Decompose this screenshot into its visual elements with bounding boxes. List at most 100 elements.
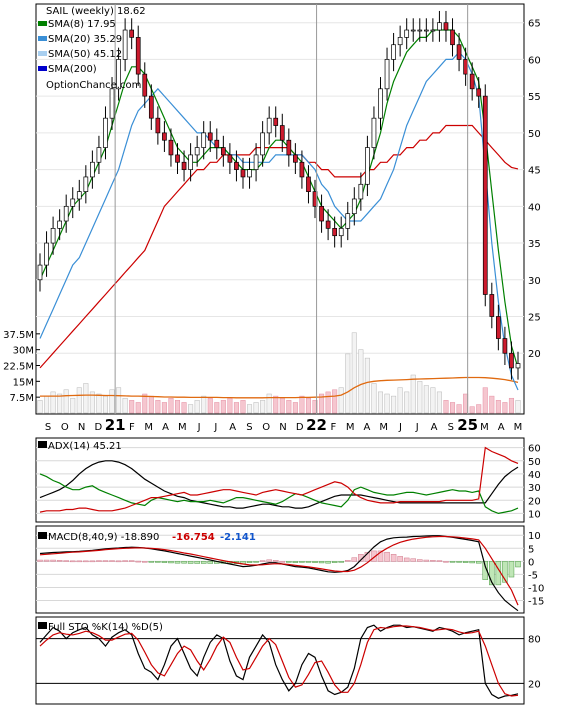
candle-body: [509, 352, 514, 369]
candle-body: [63, 205, 69, 222]
candle-body: [234, 161, 239, 170]
candle-body: [162, 132, 167, 141]
volume-bar: [57, 393, 63, 414]
volume-bar: [214, 402, 220, 414]
volume-bar: [338, 387, 344, 414]
candle-body: [122, 29, 128, 60]
volume-bar: [515, 400, 521, 414]
panel-tick-label: 20: [528, 496, 541, 507]
macd-series-lines: [39, 535, 519, 612]
volume-bar: [161, 402, 167, 414]
macd-histogram-bar: [489, 561, 495, 586]
candle-body: [148, 95, 154, 119]
candle-body: [332, 228, 338, 237]
panel-tick-label: -5: [528, 570, 538, 581]
candle-body: [168, 139, 174, 156]
candle-body: [338, 228, 344, 237]
macd-histogram-bar: [377, 550, 384, 562]
x-axis-label: F: [330, 422, 336, 433]
candle-body: [155, 117, 161, 134]
candle-body: [306, 176, 311, 192]
volume-tick-label: 37.5M: [3, 330, 34, 341]
macd-histogram-value: -2.141: [220, 532, 256, 543]
macd-histogram: [37, 550, 521, 586]
candle-body: [423, 29, 429, 32]
adx-gridlines: [36, 447, 524, 514]
candle-body: [437, 22, 442, 31]
volume-bar: [240, 400, 246, 414]
volume-bar: [358, 349, 364, 414]
macd-histogram-bar: [142, 561, 148, 563]
price-tick-label: 60: [528, 55, 541, 66]
macd-histogram-bar: [502, 561, 508, 583]
x-axis-label: 25: [457, 416, 478, 434]
macd-histogram-bar: [305, 561, 312, 563]
macd-histogram-bar: [312, 561, 318, 563]
macd-panel: 10 5 0 -5 -10 -15 MACD(8,40,9) -18.890 -16.75…: [35, 525, 544, 614]
macd-histogram-bar: [50, 559, 56, 562]
volume-bar: [273, 395, 279, 414]
legend-swatch-sma200: [38, 66, 47, 71]
adx-series-lines: [39, 446, 519, 515]
x-axis-label: D: [95, 422, 103, 433]
candle-body: [319, 205, 324, 222]
macd-histogram-bar: [456, 561, 462, 563]
candle-body: [214, 139, 220, 148]
x-axis-label: A: [162, 422, 169, 433]
legend-swatch-sma20: [38, 36, 47, 41]
x-axis-label: 22: [306, 416, 327, 434]
volume-bar: [404, 391, 410, 414]
volume-bar: [423, 385, 429, 414]
macd-histogram-bar: [148, 561, 155, 563]
macd-histogram-bar: [37, 559, 43, 562]
candle-body: [456, 44, 462, 60]
volume-bar: [122, 397, 128, 414]
macd-histogram-bar: [403, 557, 410, 562]
candle-body: [358, 183, 364, 200]
x-axis-label: A: [364, 422, 371, 433]
candle-body: [515, 363, 521, 369]
x-axis-label: J: [213, 422, 217, 433]
volume-bar: [443, 400, 449, 414]
macd-histogram-bar: [207, 561, 213, 564]
volume-bar: [325, 391, 331, 414]
macd-histogram-bar: [56, 560, 63, 562]
x-axis-label: A: [498, 422, 505, 433]
macd-histogram-bar: [102, 560, 109, 562]
volume-bar: [83, 383, 89, 414]
legend-sma50: SMA(50) 45.12: [48, 49, 122, 60]
volume-bar: [364, 357, 370, 414]
volume-bar: [371, 383, 377, 414]
candle-body: [44, 242, 49, 266]
volume-bar: [476, 404, 482, 414]
candle-body: [463, 59, 468, 75]
price-tick-label: 45: [528, 166, 541, 177]
macd-histogram-bar: [246, 561, 253, 563]
macd-histogram-bar: [449, 561, 456, 563]
panel-tick-label: 40: [528, 470, 541, 481]
candle-body: [135, 37, 141, 75]
macd-histogram-bar: [128, 560, 135, 562]
volume-bar: [116, 387, 122, 414]
volume-bar: [227, 397, 233, 414]
macd-swatch: [38, 532, 47, 539]
candle-body: [279, 125, 285, 141]
panel-tick-label: 80: [528, 635, 541, 646]
volume-bar: [391, 395, 397, 414]
volume-bar: [266, 393, 272, 414]
macd-histogram-bar: [253, 561, 259, 563]
candle-body: [194, 147, 200, 156]
x-axis-label: M: [480, 422, 489, 433]
price-tick-label: 50: [528, 129, 541, 140]
candle-body: [260, 132, 265, 156]
volume-bar: [377, 391, 384, 414]
macd-histogram-bar: [76, 560, 83, 563]
volume-bar: [502, 402, 508, 414]
volume-bar: [201, 395, 207, 414]
macd-histogram-bar: [83, 560, 89, 563]
volume-bar: [70, 397, 76, 414]
volume-bar: [188, 404, 194, 414]
candle-body: [345, 213, 351, 229]
legend: SAIL (weekly) 18.62 SMA(8) 17.95 SMA(20)…: [38, 6, 146, 91]
macd-histogram-bar: [109, 560, 115, 562]
